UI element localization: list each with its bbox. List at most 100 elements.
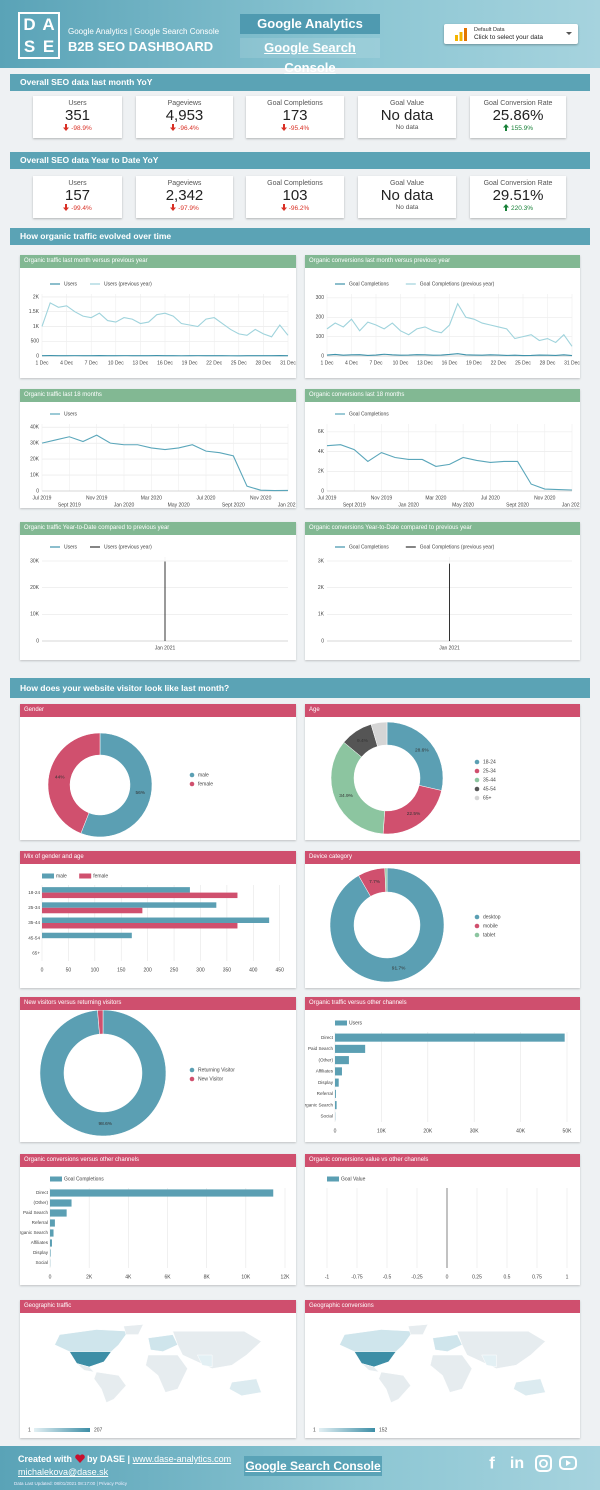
land xyxy=(123,1324,144,1335)
scorecard-change: -98.9% xyxy=(33,124,122,132)
data-picker[interactable]: Default Data Click to select your data xyxy=(444,24,578,44)
change-text: 155.9% xyxy=(510,125,534,132)
heart-icon xyxy=(74,1454,85,1463)
legend-label: 65+ xyxy=(483,795,492,801)
nav-button[interactable]: Google Search Console xyxy=(240,38,380,75)
y-tick-label: Referral xyxy=(32,1220,48,1225)
x-tick-label: 400 xyxy=(249,967,258,973)
x-tick-label: 30K xyxy=(470,1128,480,1134)
x-tick-label: 2K xyxy=(86,1274,93,1280)
legend-label: Goal Completions (previous year) xyxy=(420,281,495,287)
bar xyxy=(42,932,132,939)
x-tick-label: 0 xyxy=(41,967,44,973)
scorecard-value: 157 xyxy=(64,187,91,204)
chart-panel: Organic conversions Year-to-Date compare… xyxy=(305,522,580,660)
chart-panel: Mix of gender and age 0 50 100 150 200 250 300 3… xyxy=(20,851,296,988)
title: B2B SEO DASHBOARD xyxy=(68,39,214,54)
y-tick-label: 30K xyxy=(30,558,40,564)
linkedin-icon[interactable]: in xyxy=(510,1455,524,1472)
x-tick-label: 0.5 xyxy=(504,1274,511,1280)
x-tick-label: 0 xyxy=(334,1128,337,1134)
scorecard-value: 25.86% xyxy=(492,107,544,124)
legend-label: Users (previous year) xyxy=(104,544,152,550)
panel-title: Organic conversions last 18 months xyxy=(305,389,580,402)
x-tick-label: Nov 2020 xyxy=(250,495,272,501)
x-tick-label: 1 Dec xyxy=(35,360,49,366)
legend-label: Users xyxy=(64,544,78,550)
scorecard-label: Goal Conversion Rate xyxy=(483,180,553,187)
email-link[interactable]: michalekova@dase.sk xyxy=(18,1467,109,1477)
scorecard-change: -97.9% xyxy=(136,204,233,212)
chart: 56% 44% male female xyxy=(47,732,213,838)
panel-title: Organic conversions last month versus pr… xyxy=(305,255,580,268)
y-tick-label: 35-44 xyxy=(28,920,40,925)
x-tick-label: 300 xyxy=(196,967,205,973)
bar xyxy=(335,1067,342,1076)
y-tick-label: 200 xyxy=(316,315,325,321)
x-tick-label: 150 xyxy=(117,967,126,973)
trend-arrow xyxy=(502,204,509,211)
x-tick-label: 31 Dec xyxy=(280,360,296,366)
y-tick-label: 3K xyxy=(318,558,325,564)
slice-label: 56% xyxy=(135,790,145,796)
donut-slice xyxy=(370,721,388,747)
x-tick-label: 350 xyxy=(223,967,232,973)
color-scale xyxy=(34,1428,90,1432)
nav-button[interactable]: Google Analytics xyxy=(240,14,380,34)
chart: 0 2K 4K 6K Jul 2019 Sept 2019 Nov 2019 Jan 2020… xyxy=(318,411,580,508)
scorecard-change: -95.4% xyxy=(246,124,344,132)
trend-arrow xyxy=(502,124,509,131)
y-tick-label: Affiliates xyxy=(316,1069,334,1074)
land xyxy=(456,1330,546,1369)
x-tick-label: 22 Dec xyxy=(491,360,507,366)
x-tick-label: 16 Dec xyxy=(442,360,458,366)
instagram-icon[interactable] xyxy=(535,1455,552,1472)
facebook-icon[interactable]: f xyxy=(489,1453,495,1472)
y-tick-label: Referral xyxy=(317,1091,333,1096)
y-tick-label: 2K xyxy=(318,585,325,591)
x-tick-label: 0 xyxy=(49,1274,52,1280)
x-tick-label: 6K xyxy=(164,1274,171,1280)
donut-slice xyxy=(382,785,442,835)
site-link[interactable]: www.dase-analytics.com xyxy=(132,1454,232,1464)
bar xyxy=(50,1199,72,1207)
chart-panel: Gender 56% 44% male female xyxy=(20,704,296,840)
legend-label: Goal Value xyxy=(341,1176,366,1182)
land xyxy=(54,1329,129,1352)
x-tick-label: 19 Dec xyxy=(466,360,482,366)
legend-label: 18-24 xyxy=(483,759,496,765)
subtitle: Google Analytics | Google Search Console xyxy=(68,27,220,36)
footer: Created with by DASE | www.dase-analytic… xyxy=(0,1446,600,1490)
legend-swatch xyxy=(335,1020,347,1026)
section-bar: Overall SEO data last month YoY xyxy=(10,74,590,91)
y-tick-label: Social xyxy=(35,1260,48,1265)
x-tick-label: Jan 2021 xyxy=(155,645,176,651)
x-tick-label: Sept 2019 xyxy=(343,502,366,508)
privacy-link[interactable]: Privacy Policy xyxy=(99,1481,128,1486)
scorecard: Goal Completions 173 -95.4% xyxy=(246,96,344,138)
x-tick-label: 10 Dec xyxy=(108,360,124,366)
y-tick-label: 65+ xyxy=(32,951,40,956)
logo: D A S E xyxy=(18,12,60,59)
nav-button[interactable]: Google Search Console xyxy=(244,1456,382,1476)
logo-letter: D xyxy=(23,15,36,34)
section-bar: Overall SEO data Year to Date YoY xyxy=(10,152,590,169)
bar xyxy=(42,907,143,914)
series-line xyxy=(326,444,573,491)
x-tick-label: Jul 2019 xyxy=(318,495,337,501)
bar xyxy=(50,1189,274,1197)
land xyxy=(407,1324,429,1335)
scorecard-value: 173 xyxy=(282,107,308,124)
bar xyxy=(50,1219,55,1227)
change-text: -95.4% xyxy=(288,125,310,132)
youtube-icon[interactable] xyxy=(559,1456,577,1470)
trend-arrow xyxy=(63,124,70,131)
change-text: -98.9% xyxy=(71,125,92,132)
change-text: -96.4% xyxy=(178,125,199,132)
logo-letter: E xyxy=(42,36,55,56)
panel-title: Organic traffic Year-to-Date compared to… xyxy=(20,522,296,535)
x-tick-label: 10K xyxy=(241,1274,251,1280)
legend-swatch xyxy=(474,777,480,783)
donut-slice xyxy=(329,867,445,983)
